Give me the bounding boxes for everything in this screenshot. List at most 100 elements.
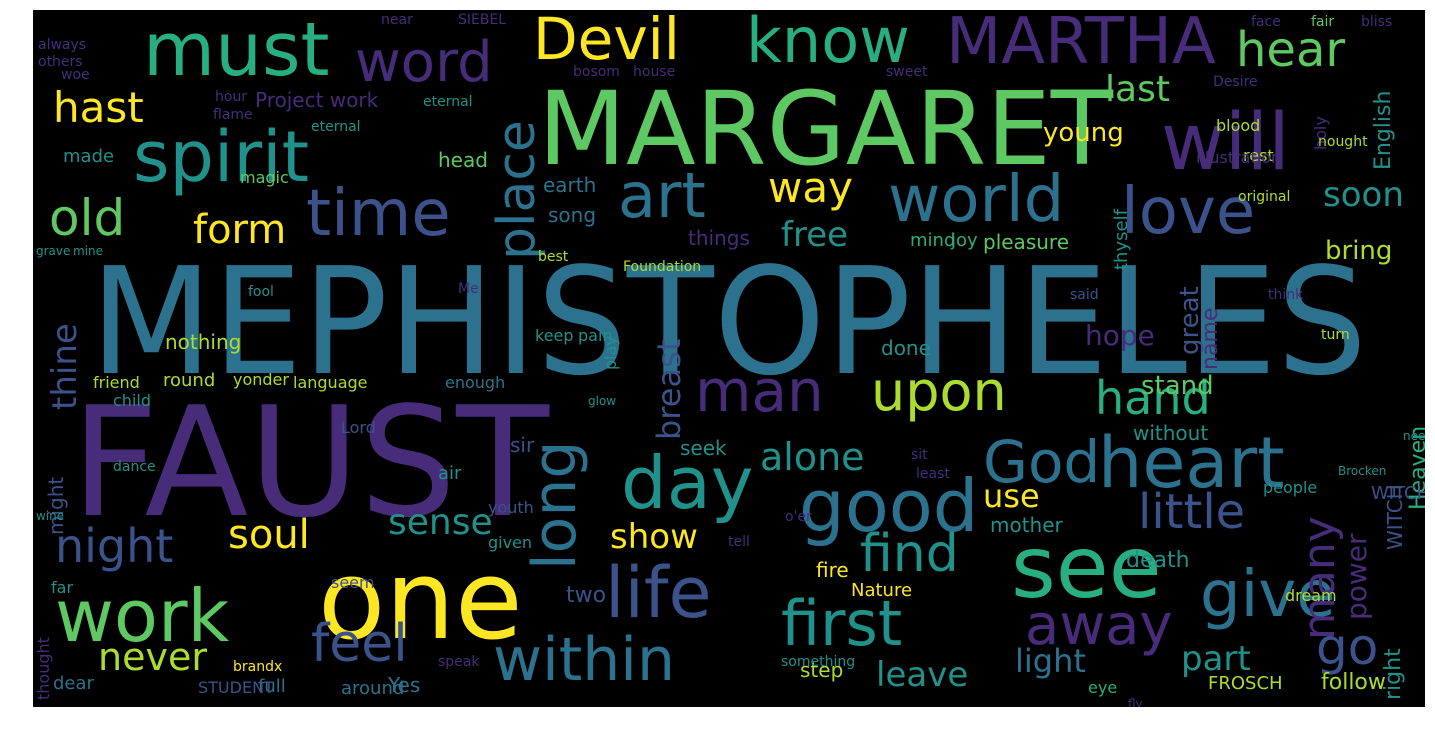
word: flame: [213, 107, 253, 123]
word: said: [1070, 287, 1099, 303]
word: away: [1025, 593, 1173, 658]
word: first: [781, 587, 903, 660]
word: hast: [53, 83, 144, 132]
word: Brocken: [1338, 464, 1387, 478]
word: will: [1161, 98, 1290, 188]
word: child: [113, 391, 151, 410]
word: MARTHA: [946, 10, 1216, 79]
word: air: [438, 463, 462, 484]
word: fool: [248, 284, 274, 300]
word: life: [605, 552, 712, 634]
word: long: [520, 440, 590, 571]
word: dream: [1285, 586, 1337, 605]
word: English: [1371, 90, 1396, 170]
word: things: [688, 226, 750, 250]
word: others: [38, 54, 83, 70]
word: eye: [1088, 678, 1118, 697]
word: part: [1181, 639, 1251, 679]
word: eternal: [423, 94, 473, 110]
word: around: [341, 678, 405, 699]
word: last: [1105, 69, 1170, 110]
word: heart: [1098, 422, 1285, 504]
word: language: [293, 373, 368, 392]
word: art: [618, 159, 706, 232]
word: breast: [650, 338, 688, 440]
word: woe: [61, 67, 90, 83]
word: earth: [543, 173, 597, 197]
word: mind: [910, 230, 956, 251]
word: little: [1138, 484, 1246, 540]
word: God: [983, 428, 1101, 496]
word: wine: [36, 509, 65, 523]
word: need: [1403, 429, 1425, 443]
word: Lord: [341, 418, 376, 437]
word-cloud: MEPHISTOPHELES FAUST MARGARET one will s…: [33, 10, 1425, 707]
word: free: [781, 215, 849, 255]
word: made: [63, 146, 115, 167]
word: dear: [53, 673, 94, 694]
word: Nature: [851, 580, 913, 601]
word: enough: [445, 373, 506, 392]
word: face: [1251, 14, 1281, 30]
word: love: [1121, 175, 1256, 249]
word: word: [355, 30, 493, 95]
word: pleasure: [983, 230, 1069, 254]
word: STUDENT: [198, 678, 274, 697]
word: way: [768, 163, 853, 212]
word: magic: [240, 168, 289, 187]
word: always: [38, 37, 87, 53]
word: hope: [1085, 319, 1155, 352]
word: eternal: [311, 119, 361, 135]
word: least: [916, 466, 950, 482]
word: alone: [760, 435, 865, 479]
word: bliss: [1361, 14, 1393, 30]
word: people: [1263, 478, 1318, 497]
word: know: [746, 10, 910, 77]
word: Foundation: [623, 259, 702, 275]
word: o'er: [785, 509, 812, 525]
word: work: [55, 574, 230, 658]
word: soul: [228, 512, 310, 558]
word: brandx: [233, 659, 283, 675]
word: Project work: [255, 88, 379, 112]
word: friend: [93, 373, 140, 392]
word: must: [143, 10, 330, 93]
word: soon: [1323, 175, 1404, 215]
word: round: [163, 370, 216, 391]
word: FROSCH: [1208, 673, 1283, 694]
word: fly: [1128, 697, 1143, 707]
word: speak: [438, 654, 480, 670]
word: keep: [535, 326, 574, 345]
word: young: [1043, 118, 1124, 148]
word: fire: [816, 558, 849, 582]
word: SIEBEL: [458, 12, 507, 28]
word: one: [318, 536, 523, 664]
word: sit: [911, 447, 928, 463]
word: nought: [1318, 134, 1368, 150]
word: find: [860, 524, 959, 584]
word: right: [1381, 648, 1406, 700]
word: follow: [1321, 670, 1386, 695]
word: hear: [1236, 22, 1346, 78]
word: old: [49, 189, 126, 247]
word: stand: [1141, 371, 1214, 401]
word: given: [488, 533, 533, 552]
word: leave: [876, 655, 969, 695]
word: never: [98, 635, 207, 679]
word: spirit: [133, 116, 310, 198]
word: sir: [510, 433, 535, 457]
word: blood: [1216, 116, 1261, 135]
word: tell: [728, 534, 750, 550]
word: bring: [1325, 236, 1393, 266]
word: sense: [388, 502, 493, 543]
word: FAUST: [71, 374, 550, 551]
word: nothing: [165, 330, 242, 354]
word: MEPHISTOPHELES: [90, 236, 1367, 408]
word: night: [55, 519, 174, 573]
word: form: [193, 207, 287, 253]
word: MARGARET: [538, 70, 1114, 189]
word: hour: [215, 89, 248, 105]
word: show: [610, 517, 698, 557]
word: near: [381, 12, 413, 28]
word: original: [1238, 189, 1291, 205]
